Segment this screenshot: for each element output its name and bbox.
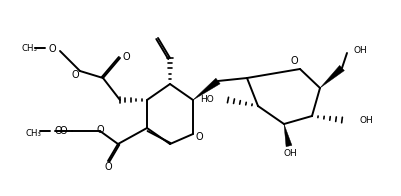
Text: OH: OH [353,45,367,54]
Text: O: O [96,125,104,135]
Text: CH₃: CH₃ [26,130,42,139]
Text: CH₃: CH₃ [21,44,37,53]
Text: O: O [290,56,298,66]
Text: O: O [54,126,62,136]
Text: O: O [71,70,79,80]
Text: OH: OH [359,115,373,124]
Text: HO: HO [200,94,214,103]
Text: O: O [104,162,112,172]
Text: O: O [48,44,56,54]
Text: O: O [122,52,130,62]
Text: O: O [195,132,203,142]
Polygon shape [320,65,344,88]
Polygon shape [284,124,292,147]
Text: OH: OH [283,150,297,159]
Polygon shape [193,78,220,100]
Text: O: O [59,126,67,136]
